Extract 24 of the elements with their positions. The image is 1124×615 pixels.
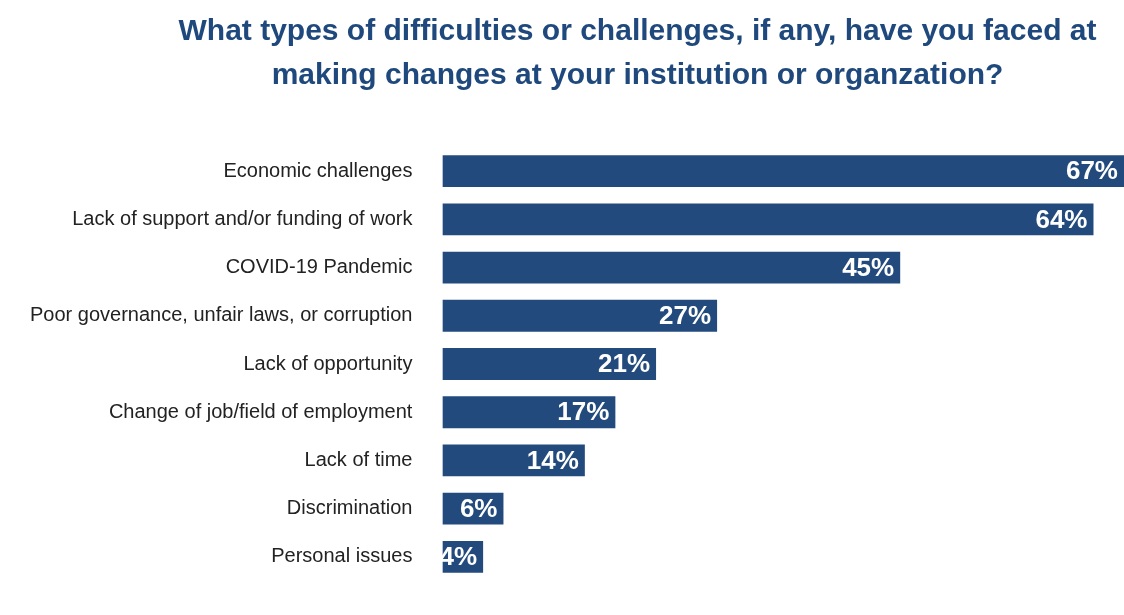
data-label: 21%	[598, 348, 651, 379]
y-tick-label: Lack of time	[304, 447, 413, 470]
bar	[442, 155, 1124, 188]
data-label: 17%	[557, 396, 610, 427]
y-tick-label: Economic challenges	[223, 158, 413, 181]
data-label: 67%	[1065, 155, 1118, 186]
chart-title: What types of difficulties or challenges, if any, have you faced at making changes at your institution or organzation?	[177, 12, 1098, 92]
y-tick-label: Discrimination	[286, 496, 413, 519]
data-label: 27%	[659, 299, 712, 330]
bar	[442, 251, 901, 284]
data-label: 14%	[526, 444, 579, 475]
y-tick-label: Personal issues	[271, 544, 413, 567]
bar	[442, 299, 718, 332]
data-label: 6%	[459, 492, 498, 523]
y-tick-label: COVID-19 Pandemic	[225, 255, 413, 278]
data-label: 64%	[1035, 203, 1088, 234]
y-tick-label: Change of job/field of employment	[108, 399, 413, 422]
y-tick-label: Lack of support and/or funding of work	[72, 206, 414, 229]
bar	[442, 203, 1094, 236]
y-tick-label: Poor governance, unfair laws, or corruption	[30, 303, 413, 326]
bar	[442, 396, 616, 429]
y-tick-label: Lack of opportunity	[243, 351, 413, 374]
data-label: 45%	[842, 251, 895, 282]
bar	[442, 348, 657, 380]
